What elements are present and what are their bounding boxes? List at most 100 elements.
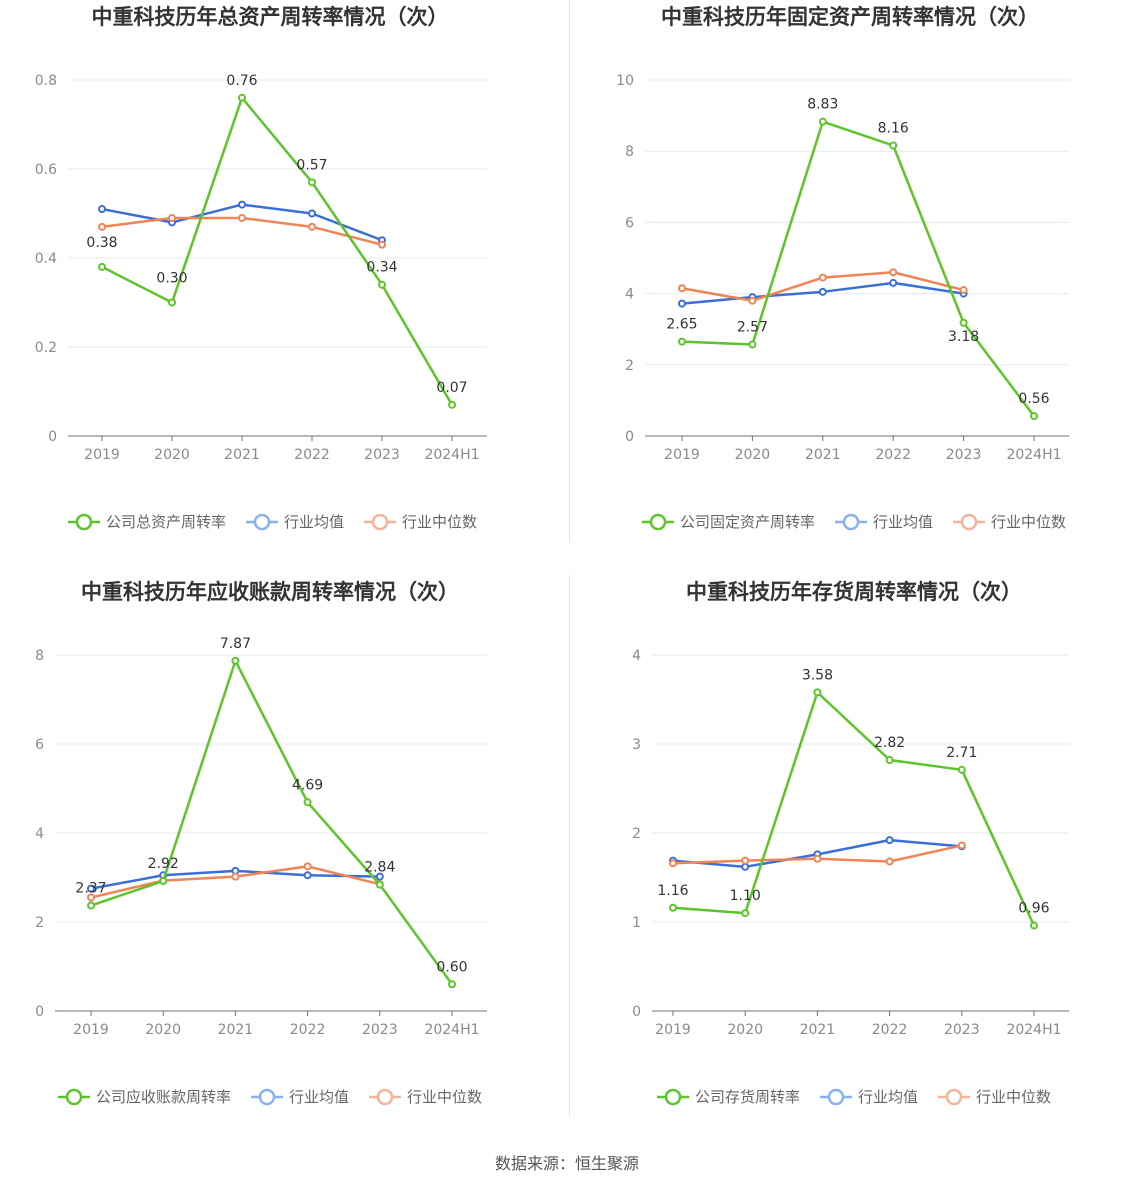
y-tick-label: 8 — [625, 144, 634, 160]
data-label: 8.83 — [807, 97, 838, 113]
data-point — [378, 240, 386, 249]
chart-total-asset-turnover: 中重科技历年总资产周转率情况（次） 0 0.2 0.4 0.6 0.8 2019 2020 20… — [0, 0, 567, 575]
data-label: 2.65 — [666, 317, 697, 333]
x-tick-label: 2020 — [145, 1022, 181, 1038]
chart-inventory-turnover: 中重科技历年存货周转率情况（次） 0 1 2 3 4 2019 2020 2021 2022 202… — [567, 575, 1134, 1150]
data-point — [959, 286, 968, 295]
data-point — [1030, 921, 1038, 930]
series-line — [672, 691, 1036, 927]
legend-marker — [75, 513, 93, 531]
legend-label: 公司固定资产周转率 — [680, 513, 815, 531]
legend-label: 公司应收账款周转率 — [96, 1088, 231, 1106]
data-label: 1.16 — [657, 883, 688, 899]
data-point — [889, 278, 898, 287]
chart-svg: 中重科技历年存货周转率情况（次） 0 1 2 3 4 2019 2020 2021 2022 202… — [632, 580, 1069, 1106]
legend-marker — [65, 1088, 83, 1106]
data-point — [885, 756, 894, 765]
data-point — [1030, 412, 1038, 421]
data-label: 3.18 — [948, 329, 979, 345]
data-point — [238, 93, 246, 102]
y-tick-label: 0 — [632, 1004, 641, 1020]
y-tick-label: 1 — [632, 915, 641, 931]
data-point — [748, 340, 757, 349]
data-label: 0.57 — [296, 157, 327, 173]
x-tick-label: 2019 — [655, 1022, 691, 1038]
data-point — [303, 862, 312, 871]
series-line — [90, 659, 454, 986]
data-label: 2.82 — [874, 735, 905, 751]
data-label: 8.16 — [878, 121, 909, 137]
data-point — [957, 841, 966, 850]
x-tick-label: 2023 — [946, 447, 982, 463]
y-tick-label: 6 — [625, 215, 634, 231]
data-label: 0.07 — [436, 380, 467, 396]
legend-label: 行业均值 — [289, 1088, 349, 1106]
chart-title: 中重科技历年存货周转率情况（次） — [686, 580, 1022, 604]
data-point — [669, 859, 677, 868]
legend-label: 行业中位数 — [976, 1088, 1051, 1106]
x-tick-label: 2021 — [224, 447, 260, 463]
y-tick-label: 0 — [35, 1004, 44, 1020]
x-tick-label: 2019 — [73, 1022, 109, 1038]
data-point — [741, 856, 750, 865]
y-tick-label: 8 — [35, 648, 44, 664]
y-tick-label: 3 — [632, 737, 641, 753]
x-tick-label: 2024H1 — [1006, 447, 1061, 463]
y-tick-label: 2 — [632, 826, 641, 842]
legend-item-0: 公司应收账款周转率 — [58, 1088, 231, 1106]
data-point — [741, 862, 750, 871]
data-point — [308, 178, 316, 187]
data-point — [98, 262, 106, 271]
data-point — [813, 688, 822, 697]
legend-marker — [371, 513, 389, 531]
data-point — [375, 880, 384, 889]
data-point — [885, 857, 894, 866]
data-point — [231, 656, 240, 665]
legend-marker — [945, 1088, 963, 1106]
series-line — [101, 96, 454, 406]
data-label: 2.92 — [148, 856, 179, 872]
x-tick-label: 2021 — [800, 1022, 836, 1038]
data-point — [303, 798, 312, 807]
data-point — [168, 213, 176, 222]
x-tick-label: 2023 — [364, 447, 400, 463]
data-point — [889, 141, 898, 150]
legend-label: 公司总资产周转率 — [106, 513, 226, 531]
data-point — [308, 222, 316, 231]
legend-item-2: 行业中位数 — [364, 513, 477, 531]
series-line — [681, 120, 1035, 417]
data-point — [818, 117, 827, 126]
legend-marker — [842, 513, 860, 531]
chart-title: 中重科技历年应收账款周转率情况（次） — [81, 580, 459, 604]
x-tick-label: 2024H1 — [424, 447, 479, 463]
data-label: 2.71 — [946, 745, 977, 761]
x-tick-label: 2021 — [218, 1022, 254, 1038]
x-tick-label: 2024H1 — [1006, 1022, 1061, 1038]
y-tick-label: 0.6 — [35, 162, 57, 178]
x-tick-label: 2020 — [727, 1022, 763, 1038]
legend-marker — [649, 513, 667, 531]
data-point — [231, 872, 240, 881]
data-point — [678, 337, 686, 346]
chart-svg: 中重科技历年固定资产周转率情况（次） 0 2 4 6 8 10 2019 2020 2021 202… — [616, 5, 1069, 531]
legend-marker — [253, 513, 271, 531]
legend-label: 行业中位数 — [991, 513, 1066, 531]
x-tick-label: 2021 — [805, 447, 841, 463]
legend-item-0: 公司总资产周转率 — [68, 513, 226, 531]
data-point — [885, 836, 894, 845]
legend-marker — [827, 1088, 845, 1106]
chart-svg: 中重科技历年总资产周转率情况（次） 0 0.2 0.4 0.6 0.8 2019 2020 20… — [35, 5, 487, 531]
x-tick-label: 2022 — [290, 1022, 326, 1038]
legend-marker — [258, 1088, 276, 1106]
data-label: 0.34 — [366, 260, 397, 276]
x-tick-label: 2020 — [735, 447, 771, 463]
data-label: 1.10 — [730, 888, 761, 904]
legend-label: 行业中位数 — [402, 513, 477, 531]
data-point — [889, 268, 898, 277]
data-point — [87, 884, 95, 893]
y-tick-label: 0 — [625, 429, 634, 445]
y-tick-label: 6 — [35, 737, 44, 753]
data-point — [308, 209, 316, 218]
data-point — [375, 872, 384, 881]
data-point — [303, 871, 312, 880]
